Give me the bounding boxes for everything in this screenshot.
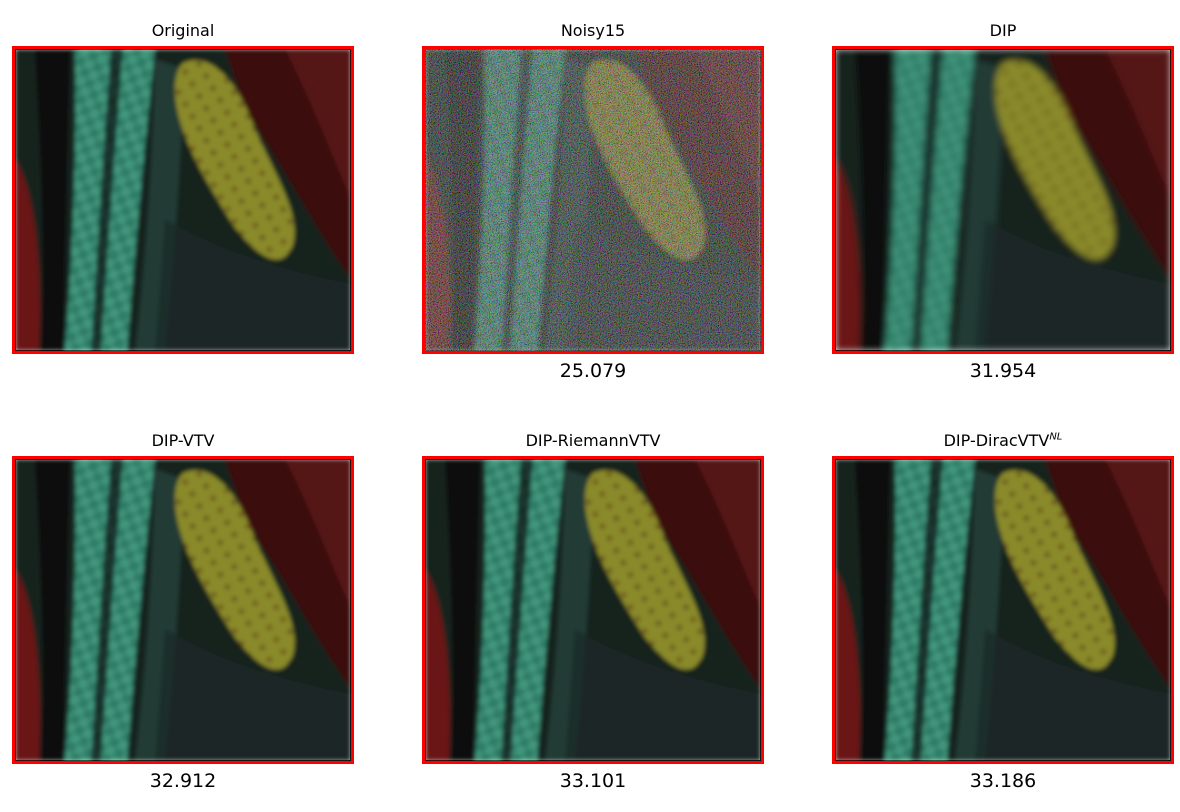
image-dip xyxy=(832,46,1174,354)
image-original xyxy=(12,46,354,354)
image-noisy15 xyxy=(422,46,764,354)
psnr-score: 25.079 xyxy=(559,360,627,382)
image-dip-diracvtv-nl xyxy=(832,456,1174,764)
panel-title: DIP xyxy=(989,21,1017,40)
title-base: DIP-DiracVTV xyxy=(943,431,1050,450)
image-dip-vtv xyxy=(12,456,354,764)
title-superscript: NL xyxy=(1049,431,1063,443)
panel-title: DIP-VTV xyxy=(151,431,215,450)
psnr-score: 33.101 xyxy=(559,770,627,792)
panel-title: Original xyxy=(151,21,215,40)
image-dip-riemannvtv xyxy=(422,456,764,764)
psnr-score: 32.912 xyxy=(149,770,217,792)
psnr-score: 31.954 xyxy=(969,360,1037,382)
panel-title: DIP-DiracVTVNL xyxy=(832,431,1174,451)
psnr-score: 33.186 xyxy=(969,770,1037,792)
panel-title: Noisy15 xyxy=(560,21,626,40)
panel-title: DIP-RiemannVTV xyxy=(525,431,661,450)
